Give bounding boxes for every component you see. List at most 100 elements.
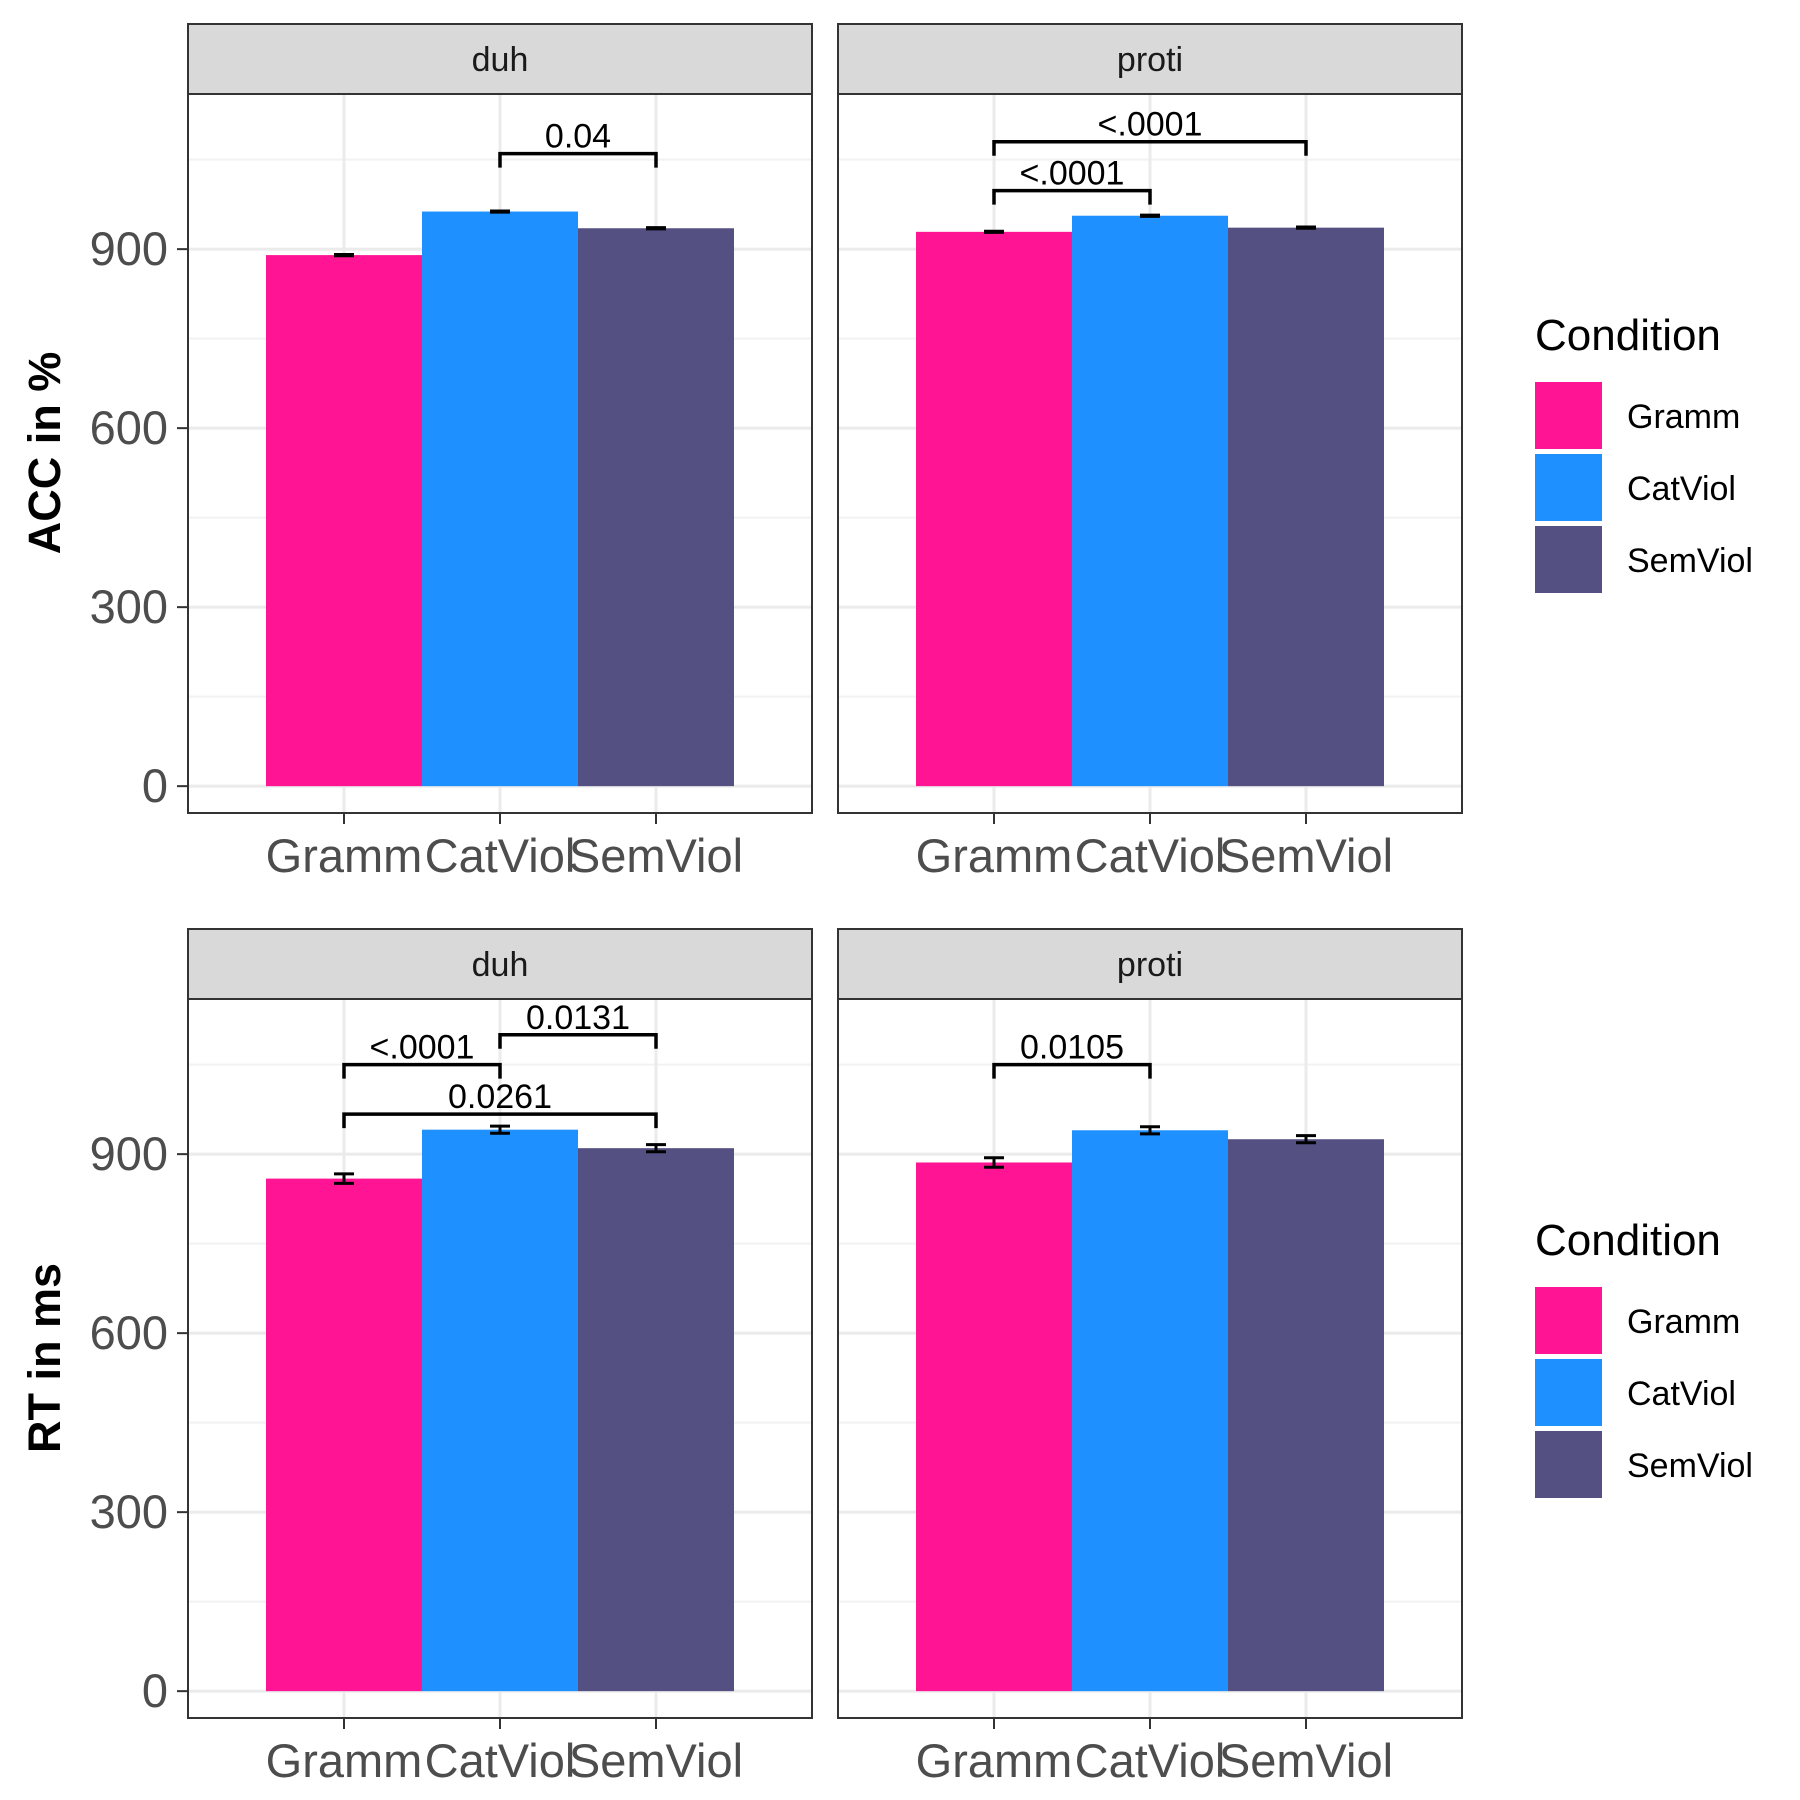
error-bar-gramm bbox=[984, 229, 1004, 234]
legend-label: SemViol bbox=[1627, 542, 1753, 580]
bracket-line bbox=[498, 1033, 658, 1049]
facet-strip bbox=[837, 928, 1463, 1000]
bracket-line bbox=[992, 1062, 1152, 1079]
legend-item-catviol: CatViol bbox=[1535, 454, 1736, 521]
error-bar-catviol bbox=[1140, 1125, 1160, 1136]
p-value-label: <.0001 bbox=[1098, 106, 1203, 144]
x-tick-label: CatViol bbox=[425, 1734, 576, 1787]
y-tick-label: 0 bbox=[142, 1664, 168, 1717]
legend-label: Gramm bbox=[1627, 1303, 1740, 1341]
x-tick-label: CatViol bbox=[425, 829, 576, 882]
error-bar-gramm bbox=[334, 253, 354, 258]
error-bar-catviol bbox=[490, 209, 510, 214]
y-tick-label: 0 bbox=[142, 759, 168, 812]
p-value-label: 0.04 bbox=[545, 118, 611, 156]
bar-gramm bbox=[266, 255, 422, 787]
bar-catviol bbox=[1072, 215, 1228, 787]
bar-semviol bbox=[578, 228, 734, 787]
legend-title: Condition bbox=[1535, 1216, 1721, 1265]
bar-semviol bbox=[1228, 1139, 1384, 1692]
x-tick-label: Gramm bbox=[266, 829, 423, 882]
y-tick-label: 900 bbox=[90, 222, 168, 275]
legend-label: CatViol bbox=[1627, 1375, 1736, 1413]
bracket-line bbox=[342, 1112, 658, 1129]
legend-item-gramm: Gramm bbox=[1535, 1287, 1740, 1354]
p-value-label: <.0001 bbox=[370, 1029, 475, 1067]
y-tick-label: 600 bbox=[90, 1306, 168, 1359]
bracket-line bbox=[342, 1062, 502, 1079]
bar-catviol bbox=[422, 1129, 578, 1692]
legend-label: SemViol bbox=[1627, 1447, 1753, 1485]
x-tick-label: Gramm bbox=[916, 1734, 1073, 1787]
facet-label: proti bbox=[1117, 946, 1183, 984]
x-tick-label: Gramm bbox=[266, 1734, 423, 1787]
error-bar-catviol bbox=[490, 1124, 510, 1135]
facet-label: duh bbox=[472, 41, 529, 79]
legend-item-gramm: Gramm bbox=[1535, 382, 1740, 449]
legend-swatch bbox=[1535, 454, 1602, 521]
x-tick-label: CatViol bbox=[1075, 829, 1226, 882]
p-value-label: <.0001 bbox=[1020, 155, 1125, 193]
legend-swatch bbox=[1535, 1431, 1602, 1498]
significance-bracket: <.0001 bbox=[992, 106, 1308, 156]
significance-bracket: 0.0131 bbox=[498, 999, 658, 1049]
legend-title: Condition bbox=[1535, 311, 1721, 360]
bracket-line bbox=[498, 151, 658, 168]
facet-strip bbox=[187, 928, 813, 1000]
facet-label: proti bbox=[1117, 41, 1183, 79]
facet-label: duh bbox=[472, 946, 529, 984]
legend-swatch bbox=[1535, 526, 1602, 593]
significance-bracket: <.0001 bbox=[992, 155, 1152, 205]
facet-strip bbox=[837, 23, 1463, 95]
significance-bracket: 0.0261 bbox=[342, 1078, 658, 1129]
x-tick-label: CatViol bbox=[1075, 1734, 1226, 1787]
x-tick-label: SemViol bbox=[569, 1734, 743, 1787]
y-tick-label: 300 bbox=[90, 580, 168, 633]
legend: Condition Gramm CatViol SemViol bbox=[1535, 1216, 1753, 1498]
p-value-label: 0.0131 bbox=[526, 999, 630, 1037]
bar-semviol bbox=[578, 1148, 734, 1692]
panel-duh: <.0001 0.0131 0.0261 duh Gramm CatViolSemViol… bbox=[90, 928, 813, 1787]
significance-bracket: 0.0105 bbox=[992, 1029, 1152, 1079]
y-tick-label: 300 bbox=[90, 1485, 168, 1538]
bar-gramm bbox=[916, 231, 1072, 787]
error-bar-gramm bbox=[984, 1156, 1004, 1169]
facet-strip bbox=[187, 23, 813, 95]
significance-bracket: 0.04 bbox=[498, 118, 658, 168]
error-bar-semviol bbox=[1296, 225, 1316, 230]
x-tick-label: SemViol bbox=[1219, 1734, 1393, 1787]
legend-label: Gramm bbox=[1627, 398, 1740, 436]
legend-item-catviol: CatViol bbox=[1535, 1359, 1736, 1426]
legend-item-semviol: SemViol bbox=[1535, 1431, 1753, 1498]
x-tick-label: SemViol bbox=[569, 829, 743, 882]
y-axis-title: RT in ms bbox=[19, 1263, 70, 1453]
p-value-label: 0.0261 bbox=[448, 1078, 552, 1116]
y-tick-label: 900 bbox=[90, 1127, 168, 1180]
y-axis-title: ACC in % bbox=[19, 352, 70, 555]
bar-catviol bbox=[1072, 1130, 1228, 1692]
bar-catviol bbox=[422, 211, 578, 787]
bar-gramm bbox=[266, 1178, 422, 1692]
legend-item-semviol: SemViol bbox=[1535, 526, 1753, 593]
error-bar-semviol bbox=[646, 226, 666, 231]
p-value-label: 0.0105 bbox=[1020, 1029, 1124, 1067]
bracket-line bbox=[992, 188, 1152, 205]
error-bar-semviol bbox=[646, 1143, 666, 1154]
legend-swatch bbox=[1535, 1359, 1602, 1426]
error-bar-catviol bbox=[1140, 213, 1160, 218]
bracket-line bbox=[992, 139, 1308, 156]
legend-swatch bbox=[1535, 382, 1602, 449]
bar-semviol bbox=[1228, 227, 1384, 787]
x-tick-label: SemViol bbox=[1219, 829, 1393, 882]
error-bar-semviol bbox=[1296, 1134, 1316, 1145]
legend-label: CatViol bbox=[1627, 470, 1736, 508]
legend-swatch bbox=[1535, 1287, 1602, 1354]
x-tick-label: Gramm bbox=[916, 829, 1073, 882]
y-tick-label: 600 bbox=[90, 401, 168, 454]
